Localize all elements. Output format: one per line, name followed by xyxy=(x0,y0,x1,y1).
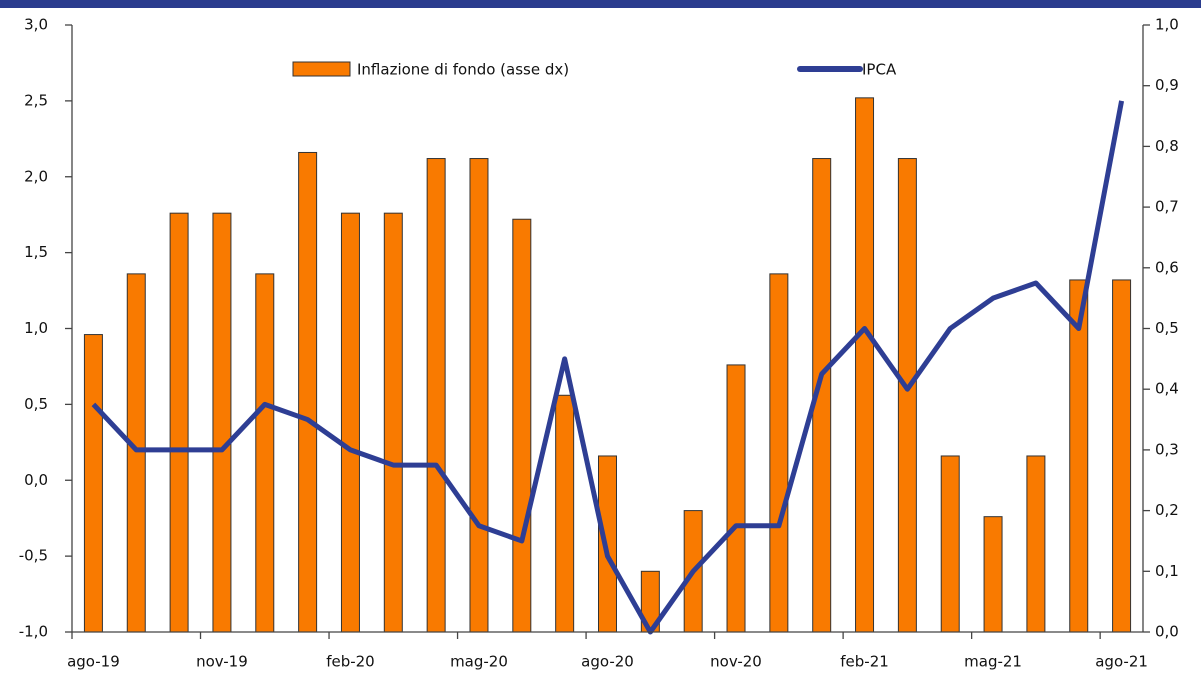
x-tick-label: feb-21 xyxy=(840,653,889,671)
line xyxy=(91,100,1125,635)
bar xyxy=(255,273,275,633)
y-tick-label: -1,0 xyxy=(19,623,48,641)
x-tick-label: ago-21 xyxy=(1095,653,1148,671)
bar xyxy=(1026,455,1046,633)
y2-tick-label: 1,0 xyxy=(1155,16,1179,34)
bar xyxy=(383,212,403,633)
x-tick-label: feb-20 xyxy=(326,653,375,671)
y-tick-label: 1,0 xyxy=(24,319,48,337)
y2-tick-label: 0,2 xyxy=(1155,501,1179,519)
bar xyxy=(426,158,446,633)
x-tick-label: mag-20 xyxy=(450,653,508,671)
y-tick-label: 0,0 xyxy=(24,471,48,489)
bar xyxy=(298,151,318,633)
x-tick-label: ago-19 xyxy=(67,653,120,671)
bar xyxy=(126,273,146,633)
bar xyxy=(169,212,189,633)
y2-tick-label: 0,4 xyxy=(1155,380,1179,398)
y-tick-label: 2,5 xyxy=(24,91,48,109)
y2-tick-label: 0,7 xyxy=(1155,198,1179,216)
legend-swatch xyxy=(292,61,351,77)
legend-label: IPCA xyxy=(862,61,897,79)
bar xyxy=(512,218,532,633)
bar xyxy=(1112,279,1132,633)
bar xyxy=(83,334,103,633)
bar xyxy=(555,394,575,633)
bar xyxy=(340,212,360,633)
y2-tick-label: 0,8 xyxy=(1155,137,1179,155)
bar xyxy=(855,97,875,633)
bar xyxy=(897,158,917,633)
bar xyxy=(983,516,1003,633)
y-tick-label: 1,5 xyxy=(24,243,48,261)
y2-tick-label: 0,6 xyxy=(1155,258,1179,276)
y-tick-label: 2,0 xyxy=(24,167,48,185)
y2-tick-label: 0,0 xyxy=(1155,623,1179,641)
x-tick-label: mag-21 xyxy=(964,653,1022,671)
bar xyxy=(769,273,789,633)
y-tick-label: 3,0 xyxy=(24,16,48,34)
y2-tick-label: 0,3 xyxy=(1155,440,1179,458)
y2-tick-label: 0,9 xyxy=(1155,76,1179,94)
bar xyxy=(726,364,746,633)
bar xyxy=(598,455,617,633)
y-tick-label: -0,5 xyxy=(19,547,48,565)
x-tick-label: ago-20 xyxy=(581,653,634,671)
x-tick-label: nov-19 xyxy=(196,653,248,671)
bar xyxy=(469,158,489,633)
bar xyxy=(1069,279,1089,633)
legend-label: Inflazione di fondo (asse dx) xyxy=(357,61,569,79)
bar xyxy=(212,212,232,633)
y-tick-label: 0,5 xyxy=(24,395,48,413)
y2-tick-label: 0,5 xyxy=(1155,319,1179,337)
x-tick-label: nov-20 xyxy=(710,653,762,671)
top-band xyxy=(0,0,1201,8)
y2-tick-label: 0,1 xyxy=(1155,562,1179,580)
bar xyxy=(940,455,960,633)
